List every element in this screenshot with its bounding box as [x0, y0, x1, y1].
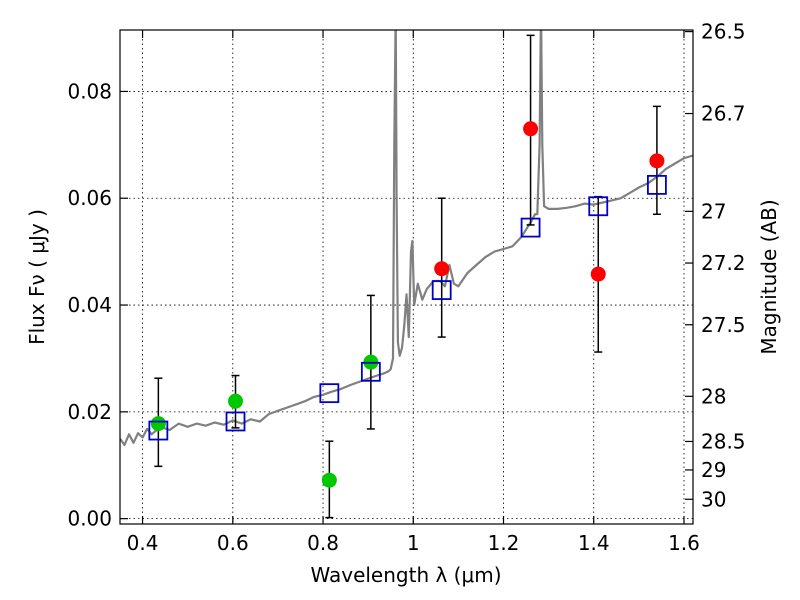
model-point — [225, 411, 246, 432]
grid-layer — [120, 30, 693, 524]
data-point — [228, 393, 244, 409]
y2-tick-label: 26.7 — [701, 102, 746, 126]
data-point — [150, 416, 166, 432]
data-point — [434, 261, 450, 277]
y-tick-label: 0.06 — [67, 186, 112, 210]
label-layer: 0.4 0.6 0.8 1 1.2 1.4 1.6 0.00 0.02 0.04 0.06 0.08 2… — [67, 20, 745, 555]
x-tick-label: 1.2 — [488, 531, 520, 555]
x-tick-label: 0.8 — [307, 531, 339, 555]
marker-layer — [148, 121, 667, 488]
y2-tick-label: 29 — [701, 458, 726, 482]
spectrum-layer — [120, 30, 693, 447]
x-tick-label: 1.6 — [668, 531, 700, 555]
model-point — [588, 196, 609, 217]
y2-tick-label: 27 — [701, 199, 726, 223]
y-axis-title: Flux Fν ( μJy ) — [25, 209, 49, 345]
y2-tick-label: 28 — [701, 384, 726, 408]
y-tick-label: 0.08 — [67, 79, 112, 103]
x-axis-title: Wavelength λ (μm) — [310, 563, 501, 587]
data-point — [321, 472, 337, 488]
y2-axis-title: Magnitude (AB) — [757, 199, 781, 354]
y2-tick-label: 26.5 — [701, 20, 746, 44]
model-point — [520, 217, 541, 238]
model-point — [360, 361, 381, 382]
y-tick-label: 0.00 — [67, 507, 112, 531]
errorbar-layer — [154, 34, 661, 519]
model-point — [431, 280, 452, 300]
tick-layer — [120, 30, 693, 524]
x-tick-label: 1 — [407, 531, 420, 555]
plot-frame — [119, 29, 694, 525]
model-point — [647, 174, 667, 195]
x-tick-label: 0.6 — [217, 531, 249, 555]
x-tick-label: 0.4 — [127, 531, 159, 555]
y2-tick-label: 30 — [701, 487, 726, 511]
y-tick-label: 0.04 — [67, 293, 112, 317]
y2-tick-label: 28.5 — [701, 429, 746, 453]
y2-tick-label: 27.2 — [701, 251, 746, 275]
data-point — [523, 121, 539, 137]
spectrum-line — [120, 30, 693, 447]
model-point — [319, 383, 340, 404]
y-tick-label: 0.02 — [67, 400, 112, 424]
data-point — [590, 266, 606, 282]
y2-tick-label: 27.5 — [701, 313, 746, 337]
model-point — [148, 420, 169, 441]
x-tick-label: 1.4 — [578, 531, 610, 555]
data-point — [649, 153, 665, 169]
